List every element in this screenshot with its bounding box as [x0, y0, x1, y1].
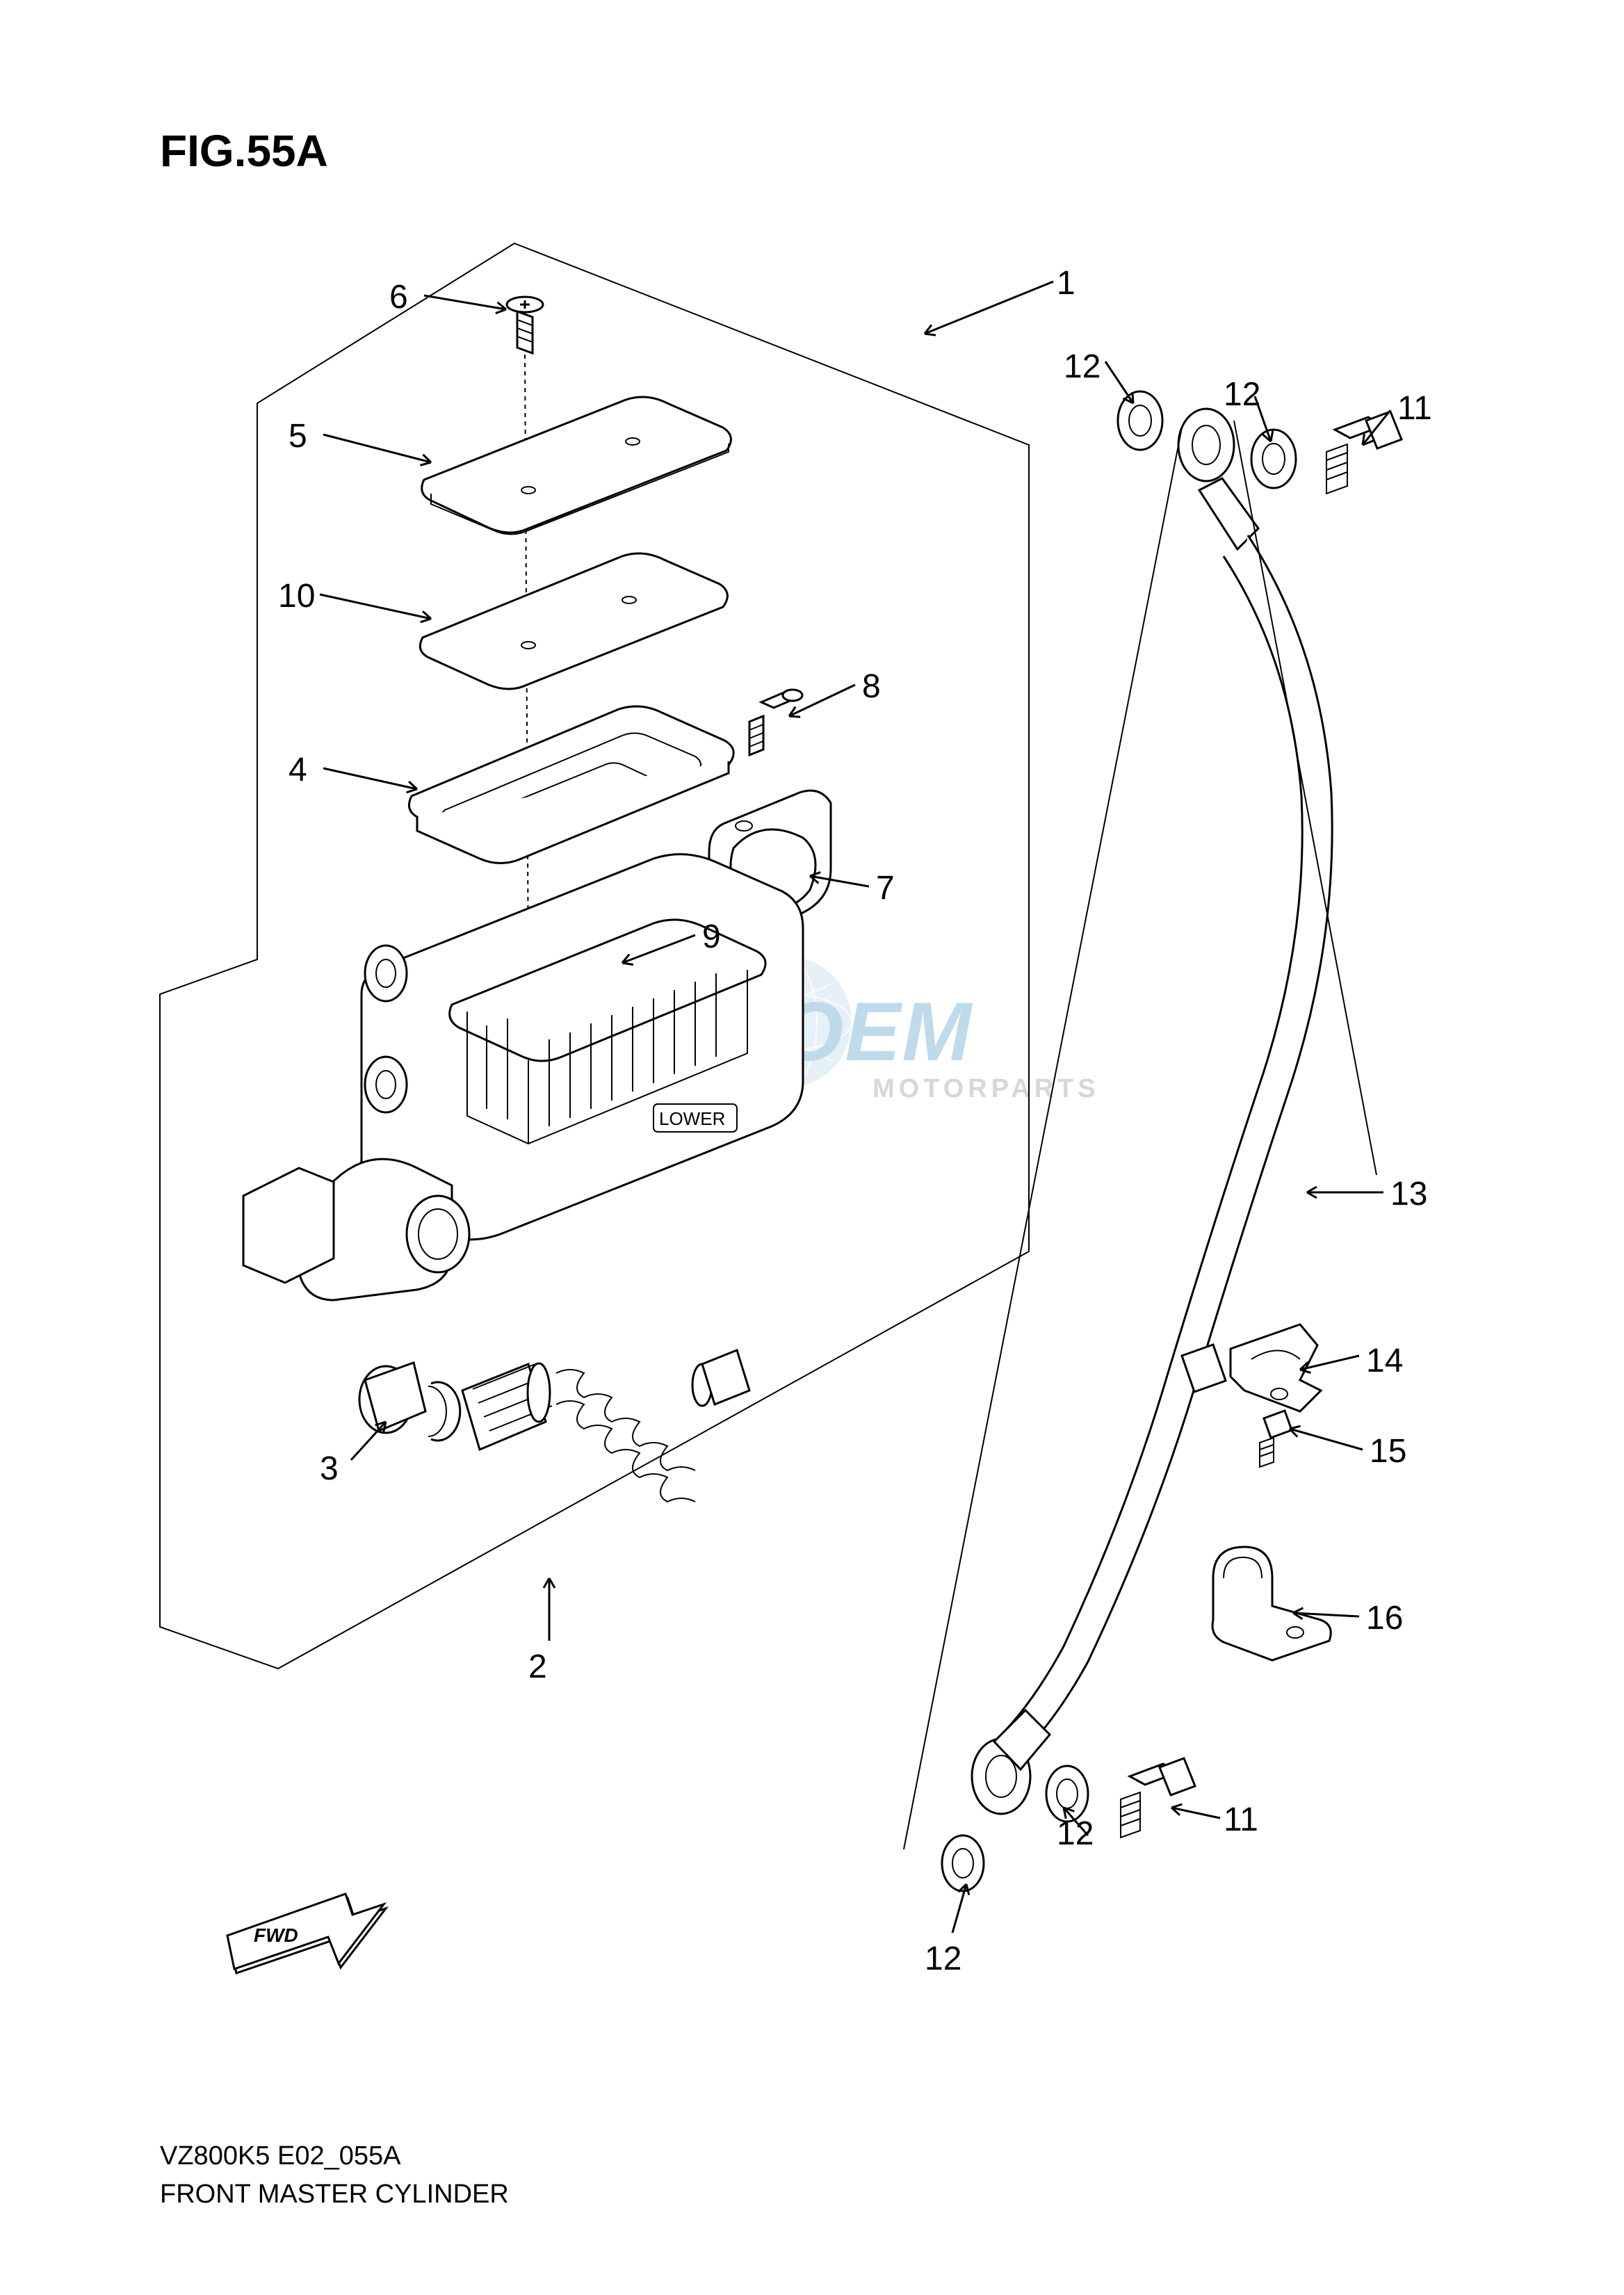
part-union-bolt-11-top — [1326, 412, 1402, 494]
lower-label: LOWER — [659, 1108, 725, 1129]
callout-12: 12 — [925, 1940, 961, 1978]
callout-8: 8 — [862, 667, 881, 706]
callout-4: 4 — [289, 751, 307, 789]
fwd-arrow-icon — [227, 1894, 386, 1973]
part-diaphragm-4 — [409, 706, 733, 863]
part-banjo-top — [1178, 409, 1258, 549]
callout-1: 1 — [1057, 264, 1075, 302]
part-plate-10 — [420, 553, 727, 689]
callout-12: 12 — [1057, 1815, 1094, 1853]
footer-line1: VZ800K5 E02_055A — [160, 2141, 401, 2171]
callout-12: 12 — [1064, 348, 1101, 386]
part-washer-12c — [1046, 1766, 1088, 1822]
part-piston-set-2 — [428, 1350, 749, 1502]
part-bolt-8 — [749, 690, 802, 755]
part-banjo-bottom — [972, 1710, 1050, 1814]
fwd-badge-text: FWD — [254, 1924, 298, 1947]
callout-11: 11 — [1224, 1801, 1258, 1839]
callout-14: 14 — [1366, 1342, 1403, 1380]
part-boot-3 — [359, 1363, 425, 1433]
diagram-svg: LOWER — [0, 0, 1624, 2295]
part-washer-12a — [1118, 391, 1162, 450]
callout-16: 16 — [1366, 1599, 1403, 1637]
callout-6: 6 — [389, 278, 408, 316]
callout-7: 7 — [876, 869, 895, 907]
diagram-page: FIG.55A OEM MOTORPARTS — [0, 0, 1624, 2295]
part-bolt-15 — [1260, 1411, 1292, 1467]
footer-line2: FRONT MASTER CYLINDER — [160, 2180, 509, 2209]
callout-11: 11 — [1397, 389, 1432, 428]
callout-3: 3 — [320, 1450, 339, 1488]
part-washer-12b — [1251, 430, 1296, 488]
callout-12: 12 — [1224, 375, 1260, 414]
part-hose-13 — [991, 535, 1332, 1766]
callout-9: 9 — [702, 918, 721, 956]
part-clamp-16 — [1212, 1547, 1331, 1660]
part-union-bolt-11-bottom — [1121, 1758, 1195, 1838]
part-cap-5 — [422, 397, 731, 535]
callout-5: 5 — [289, 417, 307, 455]
part-screw-6 — [507, 297, 543, 353]
callout-13: 13 — [1390, 1175, 1427, 1213]
callout-10: 10 — [278, 577, 315, 615]
callout-15: 15 — [1370, 1432, 1406, 1470]
part-washer-12d — [942, 1835, 984, 1891]
callout-2: 2 — [528, 1648, 547, 1686]
